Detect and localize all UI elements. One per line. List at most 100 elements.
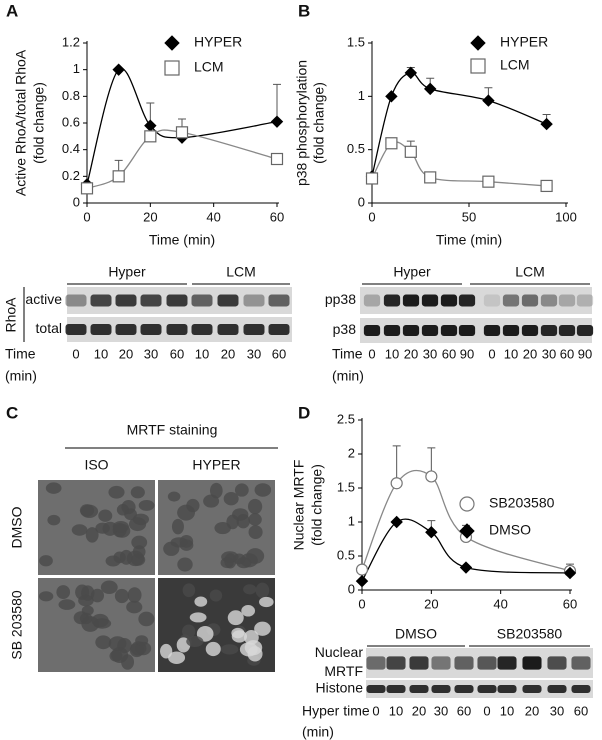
y-tick-label: 1.2 xyxy=(62,34,80,49)
cell-nucleus xyxy=(132,513,150,526)
blot-band xyxy=(217,324,239,335)
lane-label: 60 xyxy=(442,346,456,361)
blot-band xyxy=(547,685,567,693)
micrograph xyxy=(38,578,155,672)
blot-row-label: Histone xyxy=(316,680,364,696)
data-point xyxy=(112,170,125,183)
cell-nucleus xyxy=(108,636,127,651)
blot-band xyxy=(140,294,162,307)
cell-nucleus xyxy=(203,494,220,508)
data-point xyxy=(270,115,284,128)
lane-label: 0 xyxy=(368,346,375,361)
lane-label: 30 xyxy=(423,346,437,361)
time-label: (min) xyxy=(332,368,364,384)
legend-marker xyxy=(164,35,180,51)
cell-nucleus xyxy=(79,504,95,517)
blot-band xyxy=(522,656,542,670)
cell-nucleus xyxy=(58,599,76,610)
blot-band xyxy=(386,656,406,670)
lane-label: 60 xyxy=(574,703,588,718)
blot-band xyxy=(383,294,401,307)
lane-label: 0 xyxy=(372,703,379,718)
cell-nucleus xyxy=(189,612,207,623)
data-point xyxy=(404,145,417,158)
cell-nucleus xyxy=(231,630,248,643)
data-point xyxy=(175,126,189,139)
data-point xyxy=(425,525,438,539)
data-point xyxy=(112,63,125,76)
data-point xyxy=(563,566,577,580)
data-point xyxy=(540,117,553,131)
y-axis-label: (fold change) xyxy=(311,82,327,164)
lane-label: 10 xyxy=(195,346,209,361)
blot-band xyxy=(440,294,458,307)
time-label: Time xyxy=(5,346,36,362)
blot-band xyxy=(402,294,420,307)
lane-label: 20 xyxy=(119,346,133,361)
data-point xyxy=(355,563,369,576)
cell-nucleus xyxy=(214,521,231,535)
cell-nucleus xyxy=(223,492,239,506)
cell-nucleus xyxy=(243,629,259,645)
blot-band xyxy=(409,656,429,670)
error-bar xyxy=(392,445,401,484)
y-axis-label: Active RhoA/total RhoA xyxy=(13,49,29,196)
cell-nucleus xyxy=(209,482,223,499)
micrograph xyxy=(158,480,275,575)
blot-band xyxy=(268,324,290,335)
blot-band xyxy=(483,325,501,336)
data-point xyxy=(459,561,473,574)
blot-group-label: LCM xyxy=(515,264,545,280)
x-tick-label: 40 xyxy=(206,209,220,224)
panel-label: A xyxy=(6,1,18,20)
blot-group-label: Hyper xyxy=(108,264,146,280)
cell-nucleus xyxy=(220,557,234,569)
data-point xyxy=(270,152,284,166)
blot-row-label: pp38 xyxy=(325,291,356,307)
blot-group-label: SB203580 xyxy=(497,626,563,642)
cell-nucleus xyxy=(194,596,208,607)
y-tick-label: 0 xyxy=(358,194,365,209)
cell-nucleus xyxy=(239,642,258,657)
cell-nucleus xyxy=(254,621,271,636)
x-tick-label: 20 xyxy=(143,209,157,224)
lane-label: 10 xyxy=(500,703,514,718)
blot-band xyxy=(65,294,87,307)
blot-band xyxy=(166,324,188,335)
legend-label: HYPER xyxy=(194,34,242,50)
lane-label: 10 xyxy=(94,346,108,361)
data-point xyxy=(423,82,437,96)
cell-nucleus xyxy=(247,498,263,515)
cell-nucleus xyxy=(98,509,113,522)
cell-nucleus xyxy=(177,504,196,521)
data-point xyxy=(80,182,94,195)
blot-band xyxy=(421,294,439,307)
cell-nucleus xyxy=(38,591,54,602)
blot-band xyxy=(191,294,213,307)
blot-band xyxy=(383,325,401,336)
blot-group-label: DMSO xyxy=(395,626,437,642)
lane-label: 90 xyxy=(578,346,592,361)
cell-nucleus xyxy=(78,594,94,607)
row-label: DMSO xyxy=(9,506,25,548)
cell-nucleus xyxy=(130,486,145,499)
legend-marker xyxy=(459,523,475,539)
cell-nucleus xyxy=(226,514,239,530)
cell-nucleus xyxy=(116,504,129,516)
x-tick-label: 100 xyxy=(555,209,577,224)
cell-nucleus xyxy=(131,535,148,550)
blot-band xyxy=(576,294,594,307)
cell-nucleus xyxy=(259,596,274,608)
blot-band xyxy=(540,325,558,336)
legend-marker xyxy=(459,496,475,512)
y-tick-label: 1 xyxy=(358,88,365,103)
y-axis-label: Nuclear MRTF xyxy=(291,460,307,551)
y-tick-label: 1 xyxy=(348,513,355,528)
blot-band xyxy=(386,685,406,693)
cell-nucleus xyxy=(85,527,99,543)
blot-band xyxy=(366,685,386,693)
cell-nucleus xyxy=(255,582,270,599)
blot-row-label: MRTF xyxy=(324,663,363,679)
legend-marker xyxy=(470,35,486,51)
cell-nucleus xyxy=(138,499,155,511)
